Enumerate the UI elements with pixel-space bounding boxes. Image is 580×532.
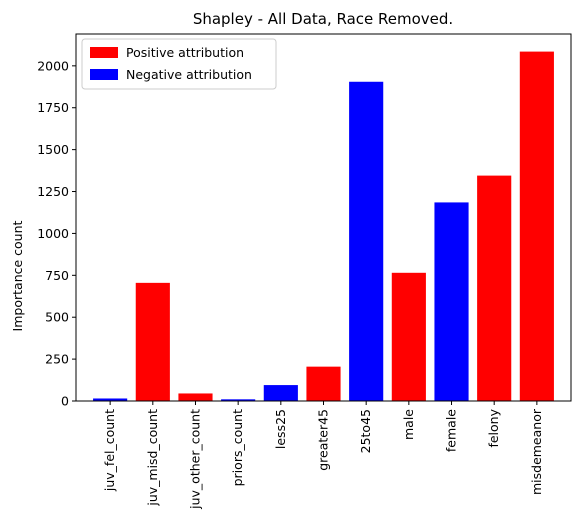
- x-tick-label: greater45: [316, 409, 331, 471]
- x-tick-label: female: [444, 409, 459, 452]
- bar-juv_misd_count: [135, 282, 170, 401]
- y-tick-label: 2000: [37, 58, 69, 73]
- bar-priors_count: [221, 399, 256, 401]
- legend-swatch-positive: [90, 47, 118, 58]
- y-axis-label: Importance count: [10, 220, 25, 331]
- legend-box: [81, 38, 277, 90]
- plot-frame: [75, 33, 572, 402]
- y-axis: 0 250 500 750 1000 1250 1500 1750 2000: [37, 58, 76, 409]
- bars-group: [93, 51, 554, 402]
- y-tick-label: 250: [45, 352, 69, 367]
- y-tick-label: 1000: [37, 226, 69, 241]
- x-tick-label: priors_count: [230, 409, 245, 486]
- legend-label-positive: Positive attribution: [126, 45, 244, 60]
- x-axis: juv_fel_count juv_misd_count juv_other_cou…: [102, 401, 544, 510]
- x-tick-label: juv_other_count: [187, 409, 202, 510]
- legend-label-negative: Negative attribution: [126, 67, 252, 82]
- y-tick-label: 500: [45, 310, 69, 325]
- y-tick-label: 750: [45, 268, 69, 283]
- y-tick-label: 1750: [37, 100, 69, 115]
- bar-felony: [477, 175, 512, 401]
- x-tick-label: juv_misd_count: [145, 409, 160, 507]
- legend-swatch-negative: [90, 69, 118, 80]
- x-tick-label: 25to45: [358, 409, 373, 453]
- y-tick-label: 1250: [37, 184, 69, 199]
- x-tick-label: misdemeanor: [529, 408, 544, 495]
- bar-male: [391, 272, 426, 401]
- bar-misdemeanor: [519, 51, 554, 402]
- x-tick-label: juv_fel_count: [102, 409, 117, 492]
- x-tick-label: male: [401, 409, 416, 440]
- x-tick-label: less25: [273, 409, 288, 449]
- bar-female: [434, 202, 469, 401]
- bar-less25: [263, 385, 298, 401]
- x-tick-label: felony: [486, 408, 501, 447]
- y-tick-label: 0: [61, 394, 69, 409]
- bar-juv_other_count: [178, 393, 213, 401]
- legend: Positive attribution Negative attribution: [81, 38, 277, 90]
- bar-25to45: [349, 81, 384, 401]
- bar-greater45: [306, 366, 341, 401]
- y-tick-label: 1500: [37, 142, 69, 157]
- bar-juv_fel_count: [93, 398, 128, 401]
- chart-title: Shapley - All Data, Race Removed.: [193, 10, 453, 28]
